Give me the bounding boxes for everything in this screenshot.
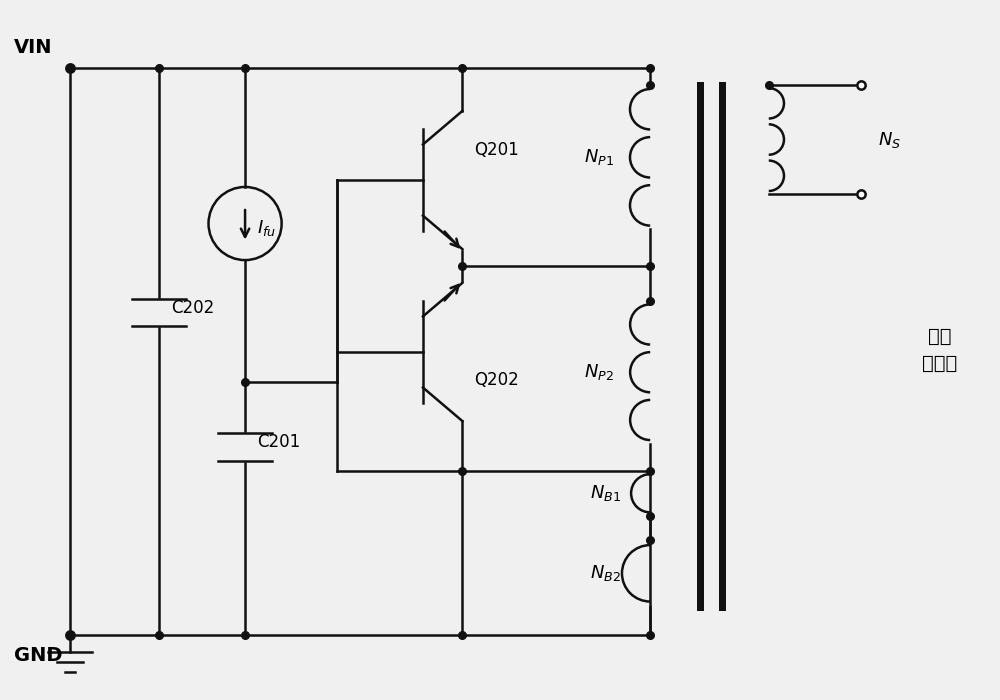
Text: C201: C201 <box>257 433 300 451</box>
Text: VIN: VIN <box>14 38 52 57</box>
Text: $N_{B1}$: $N_{B1}$ <box>590 483 621 503</box>
Text: C202: C202 <box>171 298 214 316</box>
Text: Q201: Q201 <box>474 141 519 160</box>
Text: GND: GND <box>14 646 62 666</box>
Text: 耦合
变压器: 耦合 变压器 <box>922 328 957 373</box>
Text: $N_{P1}$: $N_{P1}$ <box>584 147 614 167</box>
Text: Q202: Q202 <box>474 370 519 388</box>
Text: $I_{fu}$: $I_{fu}$ <box>257 218 276 239</box>
Text: $N_{B2}$: $N_{B2}$ <box>590 564 621 583</box>
Text: $N_S$: $N_S$ <box>878 130 902 150</box>
Text: $N_{P2}$: $N_{P2}$ <box>584 362 614 382</box>
